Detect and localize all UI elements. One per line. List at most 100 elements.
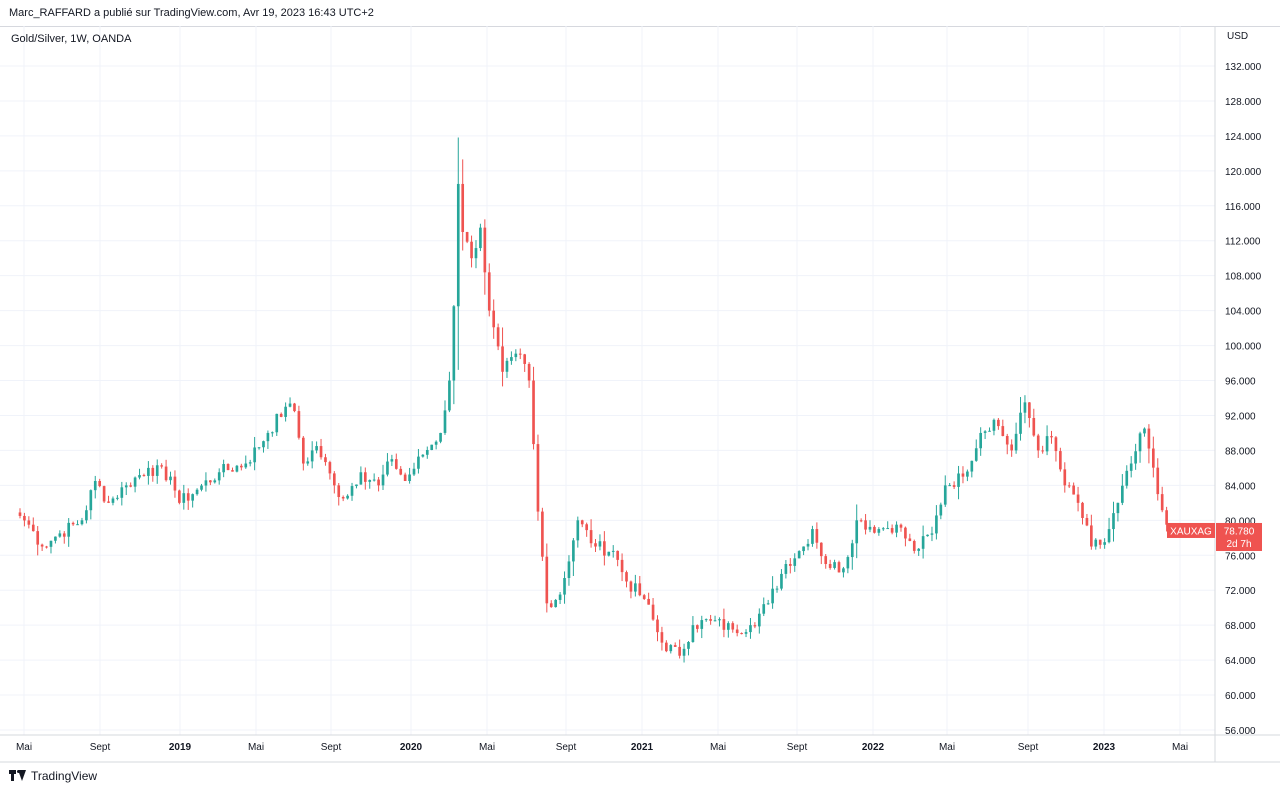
candle-up[interactable] [195,488,199,496]
candle-down[interactable] [102,485,106,503]
candle-up[interactable] [89,489,93,520]
candle-down[interactable] [1085,513,1089,527]
candle-up[interactable] [505,357,509,378]
candle-up[interactable] [868,520,872,533]
candle-up[interactable] [434,440,438,450]
candle-down[interactable] [873,525,876,534]
candle-down[interactable] [740,632,743,635]
candle-up[interactable] [1103,538,1106,549]
candle-up[interactable] [439,432,442,444]
candle-down[interactable] [1054,436,1058,462]
candle-up[interactable] [49,540,53,554]
candle-up[interactable] [948,482,952,487]
candle-up[interactable] [443,400,447,435]
candle-down[interactable] [142,473,146,477]
candle-down[interactable] [532,366,535,450]
candle-down[interactable] [1147,424,1151,464]
candle-up[interactable] [886,521,890,530]
candle-down[interactable] [819,542,823,565]
candle-up[interactable] [988,427,991,432]
candle-up[interactable] [700,615,704,639]
candle-down[interactable] [98,478,102,488]
candle-up[interactable] [634,574,637,597]
candle-down[interactable] [461,159,465,251]
candle-down[interactable] [293,402,296,413]
candle-down[interactable] [580,519,584,528]
candle-down[interactable] [638,575,642,597]
candle-up[interactable] [248,459,252,467]
candle-up[interactable] [855,504,859,559]
candle-up[interactable] [682,643,686,663]
candle-up[interactable] [917,547,921,556]
candle-down[interactable] [620,553,624,582]
candle-down[interactable] [828,559,832,570]
candle-down[interactable] [186,488,190,510]
candle-down[interactable] [545,543,549,613]
candle-up[interactable] [567,555,571,586]
candle-down[interactable] [45,545,48,549]
candle-down[interactable] [363,467,367,490]
candle-up[interactable] [67,518,71,547]
candle-up[interactable] [926,534,929,537]
candle-up[interactable] [204,472,208,492]
candle-up[interactable] [1107,517,1111,544]
candle-up[interactable] [713,615,717,622]
candle-up[interactable] [80,517,84,526]
candle-down[interactable] [129,482,132,488]
candle-down[interactable] [1063,462,1067,493]
candle-down[interactable] [656,615,659,642]
candle-up[interactable] [939,502,943,520]
candle-down[interactable] [651,598,655,621]
candle-down[interactable] [151,465,155,482]
candle-up[interactable] [213,478,217,484]
candle-up[interactable] [346,494,349,500]
candle-down[interactable] [1041,445,1044,454]
candle-down[interactable] [594,539,597,552]
candle-down[interactable] [1067,482,1071,489]
candle-up[interactable] [479,223,482,252]
candle-down[interactable] [722,608,726,638]
candle-down[interactable] [337,483,341,506]
candle-down[interactable] [952,481,956,490]
candle-down[interactable] [589,519,593,548]
candle-up[interactable] [793,553,797,572]
candle-down[interactable] [1036,433,1040,458]
candle-up[interactable] [120,481,124,506]
candle-up[interactable] [966,469,969,482]
candle-up[interactable] [1094,538,1098,550]
candle-up[interactable] [762,597,766,617]
candle-up[interactable] [935,505,938,540]
candle-down[interactable] [523,353,527,372]
candle-down[interactable] [1001,419,1005,437]
candle-down[interactable] [673,642,677,647]
candle-down[interactable] [1160,486,1164,513]
candle-down[interactable] [731,621,735,633]
candle-up[interactable] [235,464,239,473]
candle-down[interactable] [1032,408,1036,437]
candle-down[interactable] [178,489,181,505]
candle-up[interactable] [1019,396,1022,441]
candle-up[interactable] [310,441,314,469]
candle-down[interactable] [394,453,398,470]
candle-up[interactable] [780,569,783,591]
time-axis[interactable]: Mai Sept 2019 Mai Sept 2020 Mai Sept 2021 Mai Sept… [16,742,1188,753]
candle-up[interactable] [970,460,974,478]
candle-up[interactable] [1112,501,1115,542]
candle-down[interactable] [1076,486,1080,512]
candle-up[interactable] [957,465,960,500]
candle-up[interactable] [54,536,57,544]
candle-up[interactable] [1121,474,1124,506]
candle-down[interactable] [399,466,403,476]
candle-up[interactable] [598,534,602,551]
candle-up[interactable] [802,546,805,556]
candle-down[interactable] [324,453,327,466]
candle-up[interactable] [1134,443,1137,470]
candle-down[interactable] [1072,482,1075,495]
candle-up[interactable] [1138,431,1142,463]
candle-down[interactable] [1165,506,1168,532]
candle-up[interactable] [315,441,318,454]
candle-up[interactable] [687,641,690,656]
candle-down[interactable] [549,600,553,608]
candle-down[interactable] [899,523,903,532]
